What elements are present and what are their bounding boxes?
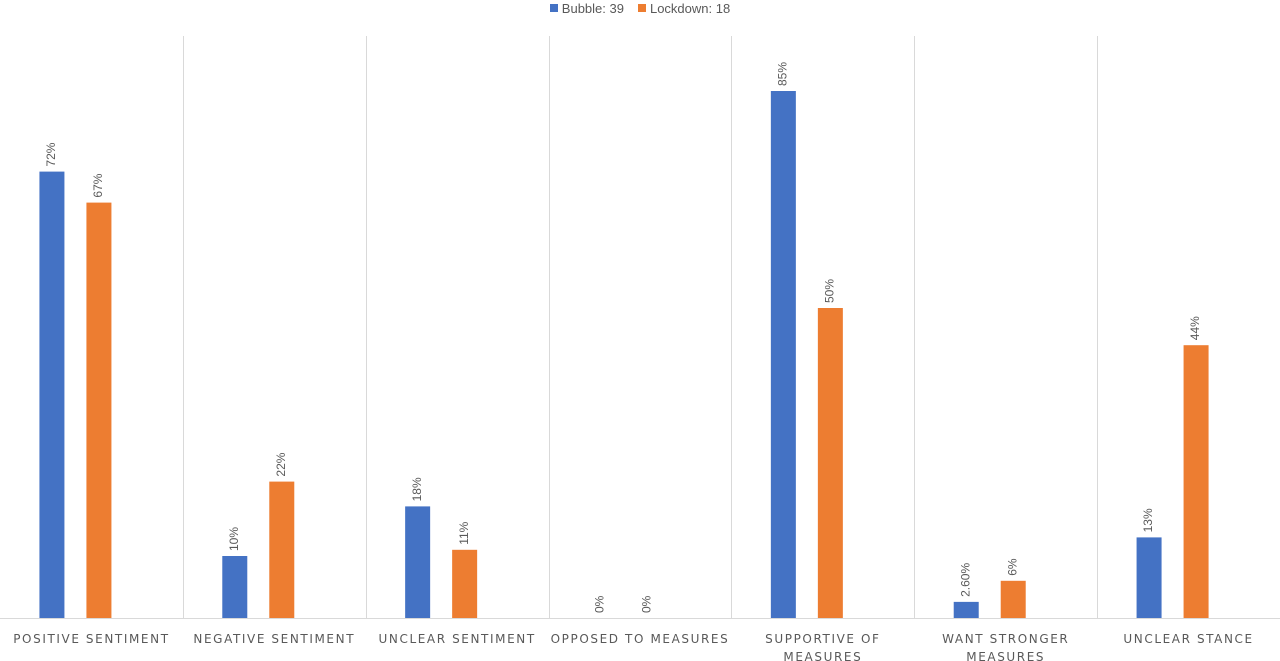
data-label: 10%	[227, 527, 241, 551]
legend-swatch-lockdown	[637, 4, 646, 12]
data-label: 13%	[1141, 508, 1155, 532]
data-label: 72%	[44, 142, 58, 166]
bar-lockdown	[86, 202, 112, 618]
x-tick-label: NEGATIVE SENTIMENT	[193, 632, 355, 646]
legend-item-lockdown: Lockdown: 18	[637, 0, 731, 16]
bar-lockdown	[817, 308, 843, 618]
x-tick-label: WANT STRONGER	[942, 632, 1069, 646]
x-tick-label: MEASURES	[783, 650, 862, 661]
data-label: 6%	[1005, 558, 1019, 576]
data-label: 0%	[593, 595, 607, 613]
legend-label-lockdown: Lockdown: 18	[649, 0, 731, 16]
x-tick-label: MEASURES	[966, 650, 1045, 661]
x-tick-label: POSITIVE SENTIMENT	[13, 632, 169, 646]
bar-lockdown	[269, 481, 295, 618]
x-tick-label: UNCLEAR SENTIMENT	[379, 632, 536, 646]
bar-lockdown	[1183, 345, 1209, 618]
bar-bubble	[953, 601, 979, 618]
legend-swatch-bubble	[549, 4, 558, 12]
bar-lockdown	[1000, 580, 1026, 618]
data-label: 18%	[410, 477, 424, 501]
bar-bubble	[770, 91, 796, 618]
bar-bubble	[405, 506, 431, 618]
data-label: 11%	[457, 521, 471, 544]
data-label: 85%	[776, 62, 790, 86]
data-label: 67%	[91, 173, 105, 197]
data-label: 0%	[640, 595, 654, 613]
data-label: 50%	[823, 279, 837, 303]
legend-label-bubble: Bubble: 39	[561, 0, 624, 16]
bar-bubble	[222, 556, 248, 618]
x-tick-label: SUPPORTIVE OF	[765, 632, 880, 646]
data-label: 44%	[1188, 316, 1202, 340]
bar-lockdown	[452, 549, 478, 618]
legend: Bubble: 39 Lockdown: 18	[0, 0, 1280, 16]
x-tick-label: OPPOSED TO MEASURES	[551, 632, 730, 646]
bar-bubble	[39, 171, 65, 618]
data-label: 2.60%	[958, 563, 972, 597]
data-label: 22%	[274, 452, 288, 476]
bar-bubble	[1136, 537, 1162, 618]
legend-item-bubble: Bubble: 39	[549, 0, 624, 16]
x-tick-label: UNCLEAR STANCE	[1123, 632, 1253, 646]
